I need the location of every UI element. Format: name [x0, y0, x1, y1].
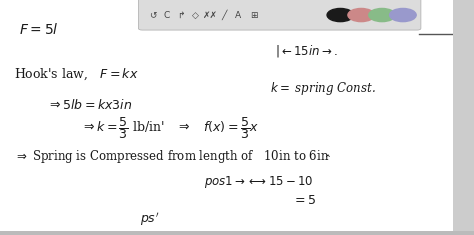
Text: $|\leftarrow 15in \rightarrow.$: $|\leftarrow 15in \rightarrow.$ — [275, 43, 338, 59]
FancyBboxPatch shape — [453, 0, 474, 231]
Text: $F = 5l$: $F = 5l$ — [19, 22, 59, 37]
Text: $\Rightarrow$ Spring is Compressed from length of   10in to 6in$\hat{}$: $\Rightarrow$ Spring is Compressed from … — [14, 148, 332, 165]
Text: $\Rightarrow 5lb = kx3in$: $\Rightarrow 5lb = kx3in$ — [47, 98, 133, 112]
Text: ◇: ◇ — [192, 11, 199, 20]
Text: $ps'$: $ps'$ — [140, 211, 159, 228]
FancyBboxPatch shape — [138, 0, 421, 30]
Text: A: A — [235, 11, 241, 20]
Circle shape — [369, 8, 395, 22]
Text: $pos1\rightarrow \longleftrightarrow 15-10$: $pos1\rightarrow \longleftrightarrow 15-… — [204, 174, 313, 190]
Circle shape — [348, 8, 374, 22]
Text: ⊞: ⊞ — [250, 11, 257, 20]
Text: ╱: ╱ — [221, 10, 227, 20]
Text: C: C — [164, 11, 170, 20]
Text: Hook's law,   $F = kx$: Hook's law, $F = kx$ — [14, 66, 139, 82]
FancyBboxPatch shape — [0, 231, 474, 235]
Text: ✗✗: ✗✗ — [203, 11, 219, 20]
Text: $= 5$: $= 5$ — [292, 194, 316, 208]
Text: ↱: ↱ — [177, 11, 185, 20]
Circle shape — [390, 8, 416, 22]
Circle shape — [327, 8, 354, 22]
Text: ↺: ↺ — [149, 11, 156, 20]
Text: $k =$ spring Const.: $k =$ spring Const. — [270, 80, 376, 97]
Text: $\Rightarrow k = \dfrac{5}{3}$ lb/in'   $\Rightarrow$   $f(x) = \dfrac{5}{3}x$: $\Rightarrow k = \dfrac{5}{3}$ lb/in' $\… — [81, 115, 259, 141]
